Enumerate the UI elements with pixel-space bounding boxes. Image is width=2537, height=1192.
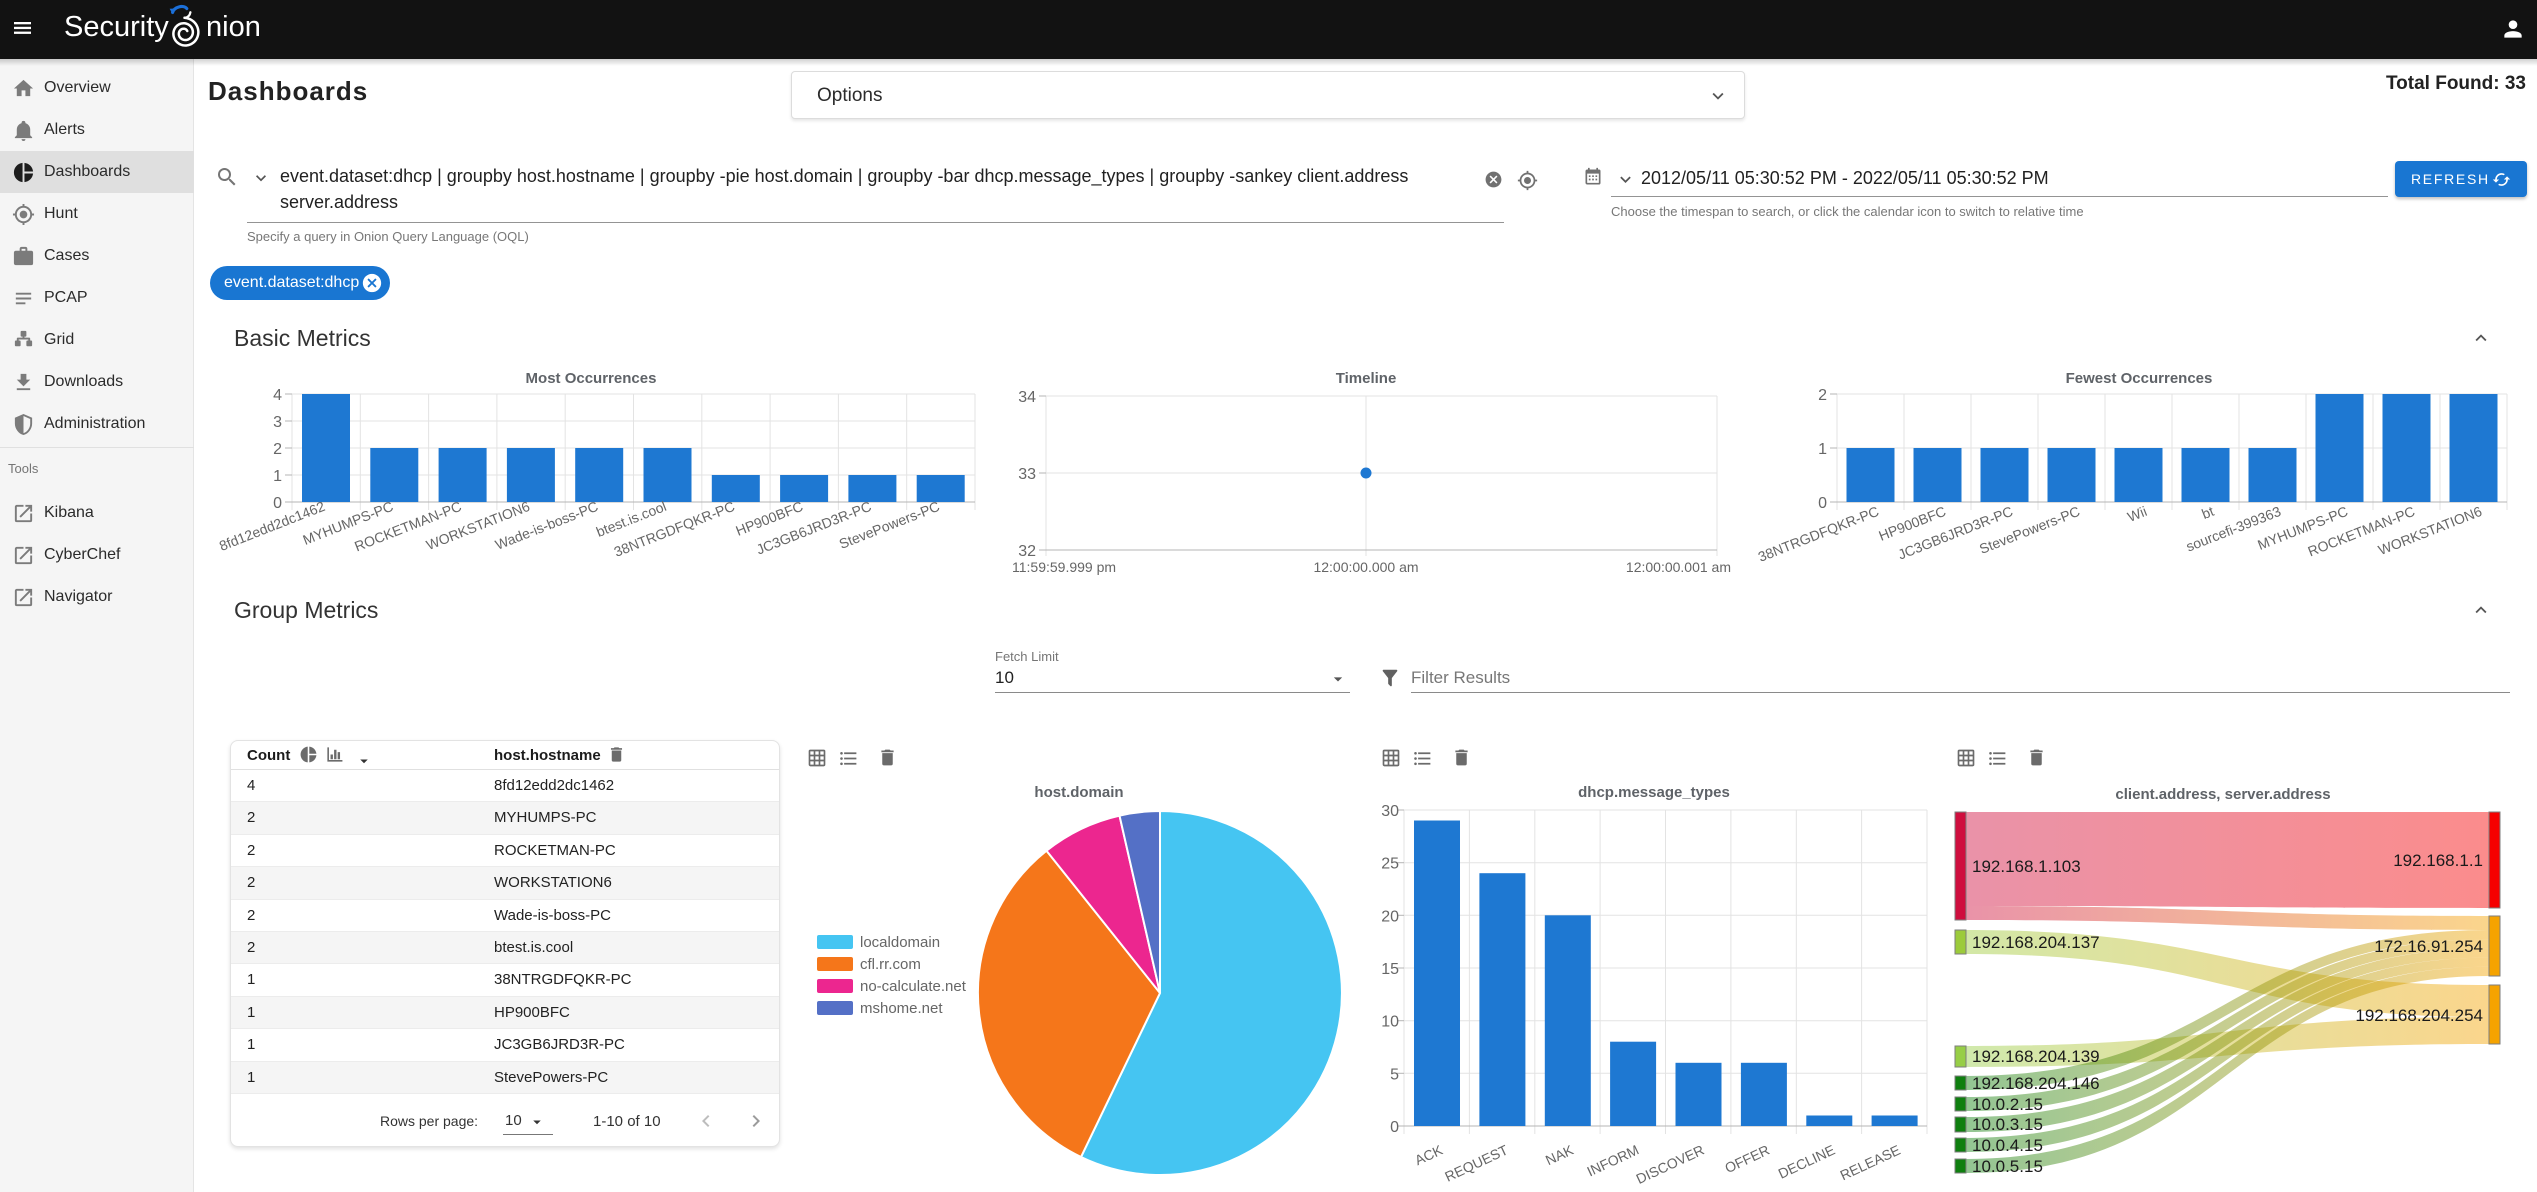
svg-text:2: 2 <box>1818 387 1827 404</box>
svg-text:10.0.2.15: 10.0.2.15 <box>1972 1095 2043 1114</box>
svg-text:12:00:00.001 am: 12:00:00.001 am <box>1626 559 1731 575</box>
svg-text:0: 0 <box>273 495 282 512</box>
svg-text:INFORM: INFORM <box>1584 1142 1641 1180</box>
svg-text:10: 10 <box>1381 1014 1399 1031</box>
svg-text:38NTRGDFQKR-PC: 38NTRGDFQKR-PC <box>612 498 737 560</box>
svg-text:192.168.204.137: 192.168.204.137 <box>1972 933 2100 952</box>
svg-text:Wii: Wii <box>2125 503 2149 525</box>
svg-text:Timeline: Timeline <box>1336 370 1397 387</box>
svg-text:1: 1 <box>273 468 282 485</box>
svg-text:10.0.5.15: 10.0.5.15 <box>1972 1157 2043 1176</box>
svg-text:OFFER: OFFER <box>1722 1142 1772 1177</box>
svg-text:2: 2 <box>273 441 282 458</box>
svg-text:DECLINE: DECLINE <box>1776 1142 1838 1182</box>
svg-text:12:00:00.000 am: 12:00:00.000 am <box>1313 559 1418 575</box>
svg-text:3: 3 <box>273 414 282 431</box>
svg-text:dhcp.message_types: dhcp.message_types <box>1578 784 1730 801</box>
svg-text:32: 32 <box>1018 543 1036 560</box>
svg-text:1: 1 <box>1818 441 1827 458</box>
svg-text:192.168.204.139: 192.168.204.139 <box>1972 1047 2100 1066</box>
svg-text:192.168.1.103: 192.168.1.103 <box>1972 857 2081 876</box>
svg-text:172.16.91.254: 172.16.91.254 <box>2374 937 2483 956</box>
svg-text:Most Occurrences: Most Occurrences <box>526 370 657 387</box>
svg-text:DISCOVER: DISCOVER <box>1634 1142 1707 1187</box>
svg-text:NAK: NAK <box>1543 1141 1576 1168</box>
svg-text:Fewest Occurrences: Fewest Occurrences <box>2066 370 2213 387</box>
svg-text:5: 5 <box>1390 1066 1399 1083</box>
svg-text:ACK: ACK <box>1412 1141 1445 1168</box>
svg-text:10.0.3.15: 10.0.3.15 <box>1972 1115 2043 1134</box>
svg-text:mshome.net: mshome.net <box>860 1000 943 1017</box>
svg-text:JC3GB6JRD3R-PC: JC3GB6JRD3R-PC <box>754 498 874 558</box>
svg-text:192.168.204.146: 192.168.204.146 <box>1972 1074 2100 1093</box>
svg-text:cfl.rr.com: cfl.rr.com <box>860 956 921 973</box>
svg-text:4: 4 <box>273 387 282 404</box>
svg-text:0: 0 <box>1818 495 1827 512</box>
svg-text:38NTRGDFQKR-PC: 38NTRGDFQKR-PC <box>1756 503 1881 565</box>
svg-text:0: 0 <box>1390 1119 1399 1136</box>
svg-text:34: 34 <box>1018 389 1036 406</box>
svg-text:localdomain: localdomain <box>860 934 940 951</box>
svg-text:JC3GB6JRD3R-PC: JC3GB6JRD3R-PC <box>1896 503 2016 563</box>
svg-text:15: 15 <box>1381 961 1399 978</box>
svg-text:RELEASE: RELEASE <box>1837 1142 1902 1184</box>
svg-text:REQUEST: REQUEST <box>1442 1141 1511 1184</box>
svg-text:20: 20 <box>1381 908 1399 925</box>
svg-text:192.168.204.254: 192.168.204.254 <box>2355 1006 2483 1025</box>
svg-text:host.domain: host.domain <box>1034 784 1123 801</box>
svg-text:192.168.1.1: 192.168.1.1 <box>2393 851 2483 870</box>
svg-text:11:59:59.999 pm: 11:59:59.999 pm <box>1012 559 1116 575</box>
svg-text:bt: bt <box>2199 503 2216 522</box>
svg-text:33: 33 <box>1018 466 1036 483</box>
svg-text:30: 30 <box>1381 803 1399 820</box>
svg-text:client.address, server.address: client.address, server.address <box>2115 786 2330 803</box>
svg-text:25: 25 <box>1381 856 1399 873</box>
svg-text:no-calculate.net: no-calculate.net <box>860 978 967 995</box>
svg-text:10.0.4.15: 10.0.4.15 <box>1972 1136 2043 1155</box>
